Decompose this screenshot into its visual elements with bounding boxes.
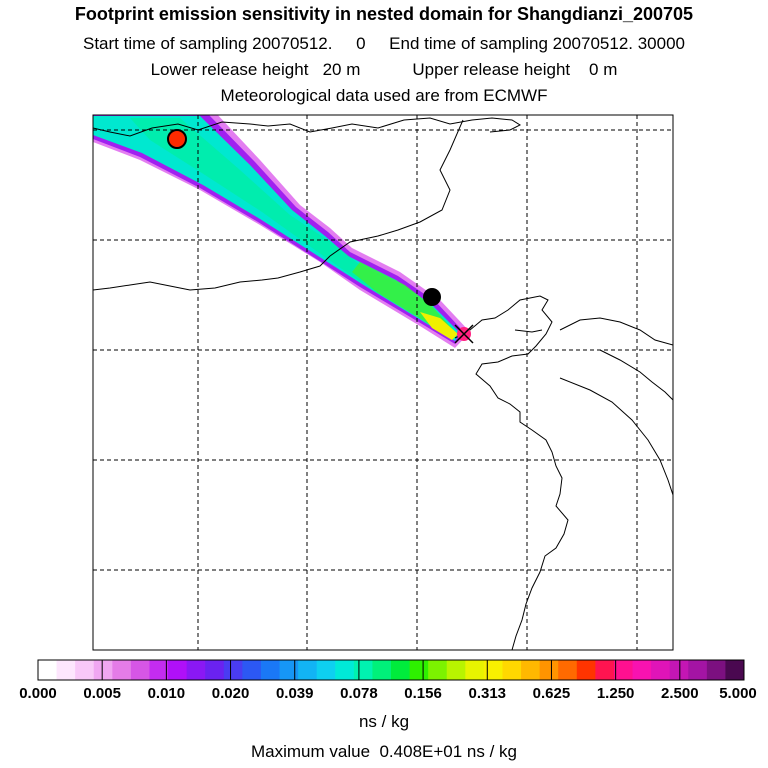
colorbar-cell: [669, 660, 689, 680]
colorbar-cell: [56, 660, 76, 680]
colorbar-cell: [651, 660, 671, 680]
colorbar-tick-label: 0.313: [468, 685, 507, 702]
colorbar-cell: [353, 660, 373, 680]
colorbar-cell: [539, 660, 559, 680]
coastlines: [93, 117, 673, 650]
colorbar-cell: [75, 660, 95, 680]
colorbar-cell: [688, 660, 708, 680]
colorbar-cell: [521, 660, 541, 680]
colorbar-cell: [335, 660, 355, 680]
colorbar-cell: [632, 660, 652, 680]
colorbar-cell: [465, 660, 485, 680]
colorbar-tick-label: 0.156: [404, 685, 442, 702]
colorbar-frame: [37, 659, 745, 681]
receptor-site-marker: [454, 324, 474, 344]
release-location-marker: [167, 129, 187, 149]
colorbar-cell: [483, 660, 503, 680]
maximum-value-label: Maximum value 0.408E+01 ns / kg: [251, 742, 517, 761]
map-title: Footprint emission sensitivity in nested…: [74, 4, 694, 24]
colorbar-cell: [316, 660, 336, 680]
meteorological-data-line: Meteorological data used are from ECMWF: [220, 86, 548, 105]
colorbar-units: ns / kg: [358, 712, 410, 731]
colorbar-cell: [279, 660, 299, 680]
colorbar-cell: [130, 660, 150, 680]
map-frame: [92, 114, 674, 651]
plume-centroid-marker: [423, 288, 441, 306]
colorbar-tick-label: 5.000: [719, 685, 757, 702]
colorbar-cell: [260, 660, 281, 680]
colorbar-cell: [242, 660, 262, 680]
colorbar-tick-label: 1.250: [596, 685, 635, 702]
colorbar-cell: [706, 660, 726, 680]
colorbar-cell: [298, 660, 318, 680]
sampling-time-line: Start time of sampling 20070512. 0 End t…: [83, 34, 685, 53]
colorbar-cell: [186, 660, 206, 680]
colorbar-cell: [223, 660, 243, 680]
colorbar-cell: [558, 660, 578, 680]
colorbar-cells: [38, 660, 745, 680]
graticule: [93, 115, 673, 650]
release-height-line: Lower release height 20 m Upper release …: [150, 60, 618, 79]
colorbar-cell: [409, 660, 429, 680]
colorbar-tick-label: 0.625: [532, 685, 571, 702]
colorbar-tick-label: 0.020: [211, 685, 250, 702]
colorbar-cell: [428, 660, 448, 680]
colorbar-cell: [372, 660, 392, 680]
colorbar-cell: [446, 660, 466, 680]
colorbar-cell: [149, 660, 169, 680]
plume-yellow-zone: [420, 312, 458, 340]
colorbar-cell: [168, 660, 188, 680]
colorbar-tick-label: 0.000: [19, 685, 57, 702]
colorbar-cell: [93, 660, 113, 680]
colorbar-cell: [38, 660, 58, 680]
colorbar-tick-label: 0.078: [340, 685, 378, 702]
colorbar-cell: [205, 660, 225, 680]
colorbar-cell: [112, 660, 132, 680]
colorbar-tick-label: 0.010: [147, 685, 186, 702]
colorbar-tick-label: 0.005: [83, 685, 121, 702]
colorbar-tick-label: 0.039: [275, 685, 314, 702]
colorbar-cell: [502, 660, 522, 680]
colorbar-cell: [391, 660, 411, 680]
colorbar-tick-label: 2.500: [661, 685, 699, 702]
colorbar: [37, 659, 745, 681]
colorbar-cell: [613, 660, 634, 680]
colorbar-cell: [576, 660, 596, 680]
colorbar-cell: [725, 660, 745, 680]
colorbar-cell: [595, 660, 615, 680]
